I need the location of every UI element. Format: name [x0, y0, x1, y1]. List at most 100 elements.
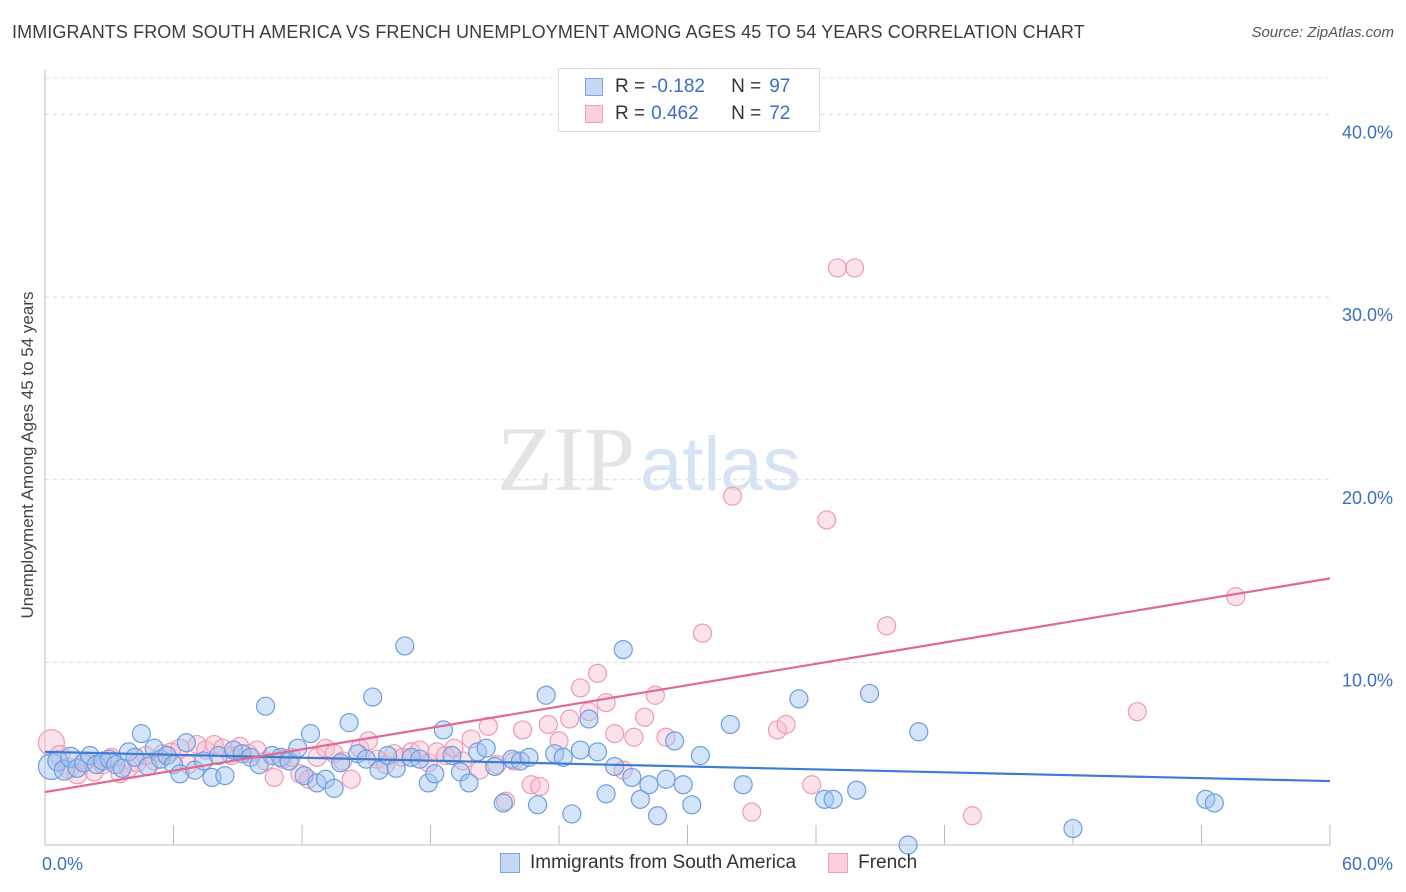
- point-french-81: [962, 806, 982, 826]
- grid-lines: [45, 77, 1330, 663]
- x-tick-label-min: 0.0%: [42, 854, 83, 874]
- series-french-points: [37, 258, 1246, 826]
- point-french-71: [692, 623, 713, 643]
- legend-r-value: -0.182: [651, 76, 705, 97]
- point-south-america-14: [131, 724, 151, 744]
- point-south-america-57: [459, 773, 479, 793]
- point-south-america-75: [613, 639, 633, 660]
- point-south-america-89: [823, 789, 843, 809]
- point-south-america-86: [733, 775, 753, 795]
- point-south-america-84: [690, 745, 710, 766]
- point-french-65: [605, 724, 625, 744]
- y-tick-label-1: 20.0%: [1342, 488, 1393, 508]
- y-tick-label-2: 30.0%: [1342, 305, 1393, 325]
- legend-r-label: R =: [615, 103, 646, 124]
- point-french-61: [570, 678, 591, 698]
- point-south-america-71: [579, 709, 599, 729]
- point-french-58: [538, 714, 558, 735]
- point-south-america-42: [339, 713, 359, 733]
- legend-swatch-blue: [585, 78, 603, 96]
- point-south-america-90: [847, 780, 867, 800]
- correlation-legend: R = -0.182 N = 97 R = 0.462 N = 72: [558, 68, 820, 132]
- point-french-73: [742, 802, 762, 822]
- point-south-america-53: [425, 764, 445, 784]
- point-french-57: [530, 776, 550, 797]
- point-south-america-59: [476, 738, 496, 758]
- legend-r-value: 0.462: [651, 103, 699, 124]
- point-french-78: [827, 258, 848, 278]
- point-south-america-8: [93, 751, 113, 771]
- point-south-america-37: [300, 724, 321, 744]
- point-french-75: [776, 714, 796, 735]
- legend-swatch-french: [828, 853, 849, 873]
- point-french-72: [722, 486, 743, 506]
- point-south-america-72: [587, 742, 608, 762]
- point-south-america-78: [639, 775, 659, 795]
- point-south-america-66: [536, 685, 556, 705]
- point-french-83: [1226, 587, 1246, 607]
- series-legend: Immigrants from South America French: [500, 852, 949, 874]
- point-south-america-68: [553, 747, 573, 767]
- x-tick-label-max: 60.0%: [1342, 854, 1393, 874]
- point-south-america-96: [1204, 793, 1224, 813]
- legend-swatch-pink: [585, 105, 603, 123]
- legend-item-south-america[interactable]: Immigrants from South America: [500, 852, 796, 874]
- point-south-america-70: [570, 740, 591, 760]
- point-south-america-74: [605, 756, 625, 777]
- watermark: ZIP atlas: [497, 408, 801, 510]
- legend-n-value: 72: [769, 103, 791, 124]
- point-south-america-93: [909, 722, 929, 742]
- point-south-america-80: [656, 769, 676, 789]
- legend-r-label: R =: [615, 76, 646, 97]
- point-south-america-92: [898, 835, 918, 855]
- point-french-55: [512, 720, 533, 740]
- point-french-0: [37, 729, 66, 757]
- y-axis-label: Unemployment Among Ages 45 to 54 years: [18, 291, 37, 619]
- point-south-america-48: [386, 758, 406, 778]
- legend-n-label: N =: [731, 76, 762, 97]
- point-french-68: [635, 707, 655, 727]
- point-french-67: [624, 727, 644, 747]
- point-south-america-85: [720, 714, 740, 735]
- point-south-america-87: [789, 689, 809, 709]
- point-south-america-91: [859, 683, 880, 704]
- y-tick-label-3: 40.0%: [1342, 123, 1393, 143]
- point-south-america-45: [363, 687, 383, 707]
- source-label: Source: ZipAtlas.com: [1251, 24, 1394, 41]
- point-south-america-26: [215, 766, 235, 786]
- point-south-america-77: [630, 789, 650, 809]
- legend-label-south-america: Immigrants from South America: [530, 852, 797, 873]
- trend-lines: [44, 577, 1331, 794]
- point-south-america-76: [622, 767, 642, 788]
- point-south-america-82: [673, 775, 693, 795]
- legend-item-french[interactable]: French: [828, 852, 917, 874]
- point-south-america-94: [1063, 818, 1083, 839]
- axes: [44, 70, 1331, 846]
- tick-labels: 10.0% 20.0% 30.0% 40.0% 0.0% 60.0%: [42, 123, 1393, 874]
- point-french-79: [844, 258, 865, 278]
- point-south-america-31: [255, 696, 276, 716]
- point-french-80: [877, 616, 897, 636]
- point-south-america-10: [106, 755, 126, 775]
- watermark-atlas: atlas: [640, 422, 801, 507]
- point-french-35: [341, 769, 361, 789]
- legend-row-blue: R = -0.182 N = 97: [585, 74, 790, 100]
- chart-title: IMMIGRANTS FROM SOUTH AMERICA VS FRENCH …: [12, 22, 1085, 42]
- point-french-77: [817, 510, 837, 530]
- point-south-america-81: [665, 731, 685, 751]
- watermark-zip: ZIP: [497, 408, 635, 510]
- point-south-america-46: [369, 760, 389, 780]
- point-south-america-79: [647, 806, 668, 826]
- point-french-26: [264, 767, 284, 788]
- point-south-america-21: [176, 733, 196, 753]
- point-south-america-65: [527, 795, 548, 815]
- point-south-america-61: [493, 793, 513, 813]
- legend-n-value: 97: [769, 76, 791, 97]
- y-tick-label-0: 10.0%: [1342, 670, 1393, 690]
- legend-row-pink: R = 0.462 N = 72: [585, 101, 790, 127]
- point-south-america-11: [112, 758, 132, 778]
- point-south-america-69: [562, 804, 582, 824]
- point-french-60: [560, 709, 580, 729]
- point-south-america-60: [485, 756, 505, 777]
